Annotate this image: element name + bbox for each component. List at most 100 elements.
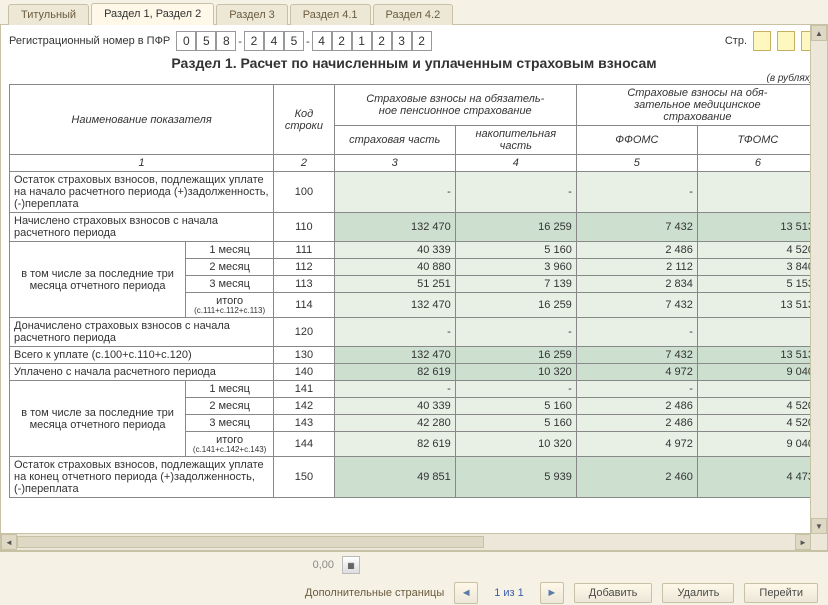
- digit-box[interactable]: 1: [352, 31, 372, 51]
- scroll-right-icon[interactable]: ►: [795, 534, 811, 550]
- value-cell[interactable]: 16 259: [455, 213, 576, 242]
- digit-box[interactable]: 5: [284, 31, 304, 51]
- value-cell[interactable]: 3 960: [455, 259, 576, 276]
- value-cell[interactable]: 2 486: [576, 415, 697, 432]
- value-cell[interactable]: 132 470: [334, 213, 455, 242]
- digit-box[interactable]: 5: [196, 31, 216, 51]
- horizontal-scrollbar[interactable]: ◄ ►: [1, 533, 811, 550]
- digit-box[interactable]: 2: [332, 31, 352, 51]
- value-cell[interactable]: 51 251: [334, 276, 455, 293]
- delete-button[interactable]: Удалить: [662, 583, 734, 603]
- header-med: Страховые взносы на обя- зательное медиц…: [576, 85, 818, 126]
- subrow-label: 3 месяц: [186, 276, 274, 293]
- value-cell[interactable]: 42 280: [334, 415, 455, 432]
- value-cell[interactable]: 13 513: [697, 347, 818, 364]
- table-row: Доначислено страховых взносов с начала р…: [10, 318, 819, 347]
- value-cell[interactable]: 5 153: [697, 276, 818, 293]
- code-cell: 144: [274, 432, 335, 457]
- subrow-label: 3 месяц: [186, 415, 274, 432]
- value-cell[interactable]: 16 259: [455, 347, 576, 364]
- scroll-down-icon[interactable]: ▼: [811, 518, 827, 534]
- value-cell[interactable]: -: [334, 172, 455, 213]
- value-cell[interactable]: -: [455, 381, 576, 398]
- scroll-up-icon[interactable]: ▲: [811, 25, 827, 41]
- tab[interactable]: Раздел 4.2: [373, 4, 454, 25]
- value-cell[interactable]: 3 840: [697, 259, 818, 276]
- value-cell[interactable]: 82 619: [334, 364, 455, 381]
- colnum: 5: [576, 155, 697, 172]
- colnum: 2: [274, 155, 335, 172]
- value-cell[interactable]: 10 320: [455, 364, 576, 381]
- value-cell[interactable]: 4 473: [697, 457, 818, 498]
- page-box[interactable]: [753, 31, 771, 51]
- scroll-thumb[interactable]: [17, 536, 484, 548]
- value-cell[interactable]: -: [576, 381, 697, 398]
- value-cell[interactable]: 5 160: [455, 242, 576, 259]
- value-cell[interactable]: 5 160: [455, 398, 576, 415]
- code-cell: 113: [274, 276, 335, 293]
- scroll-left-icon[interactable]: ◄: [1, 534, 17, 550]
- value-cell[interactable]: 132 470: [334, 293, 455, 318]
- value-cell[interactable]: 132 470: [334, 347, 455, 364]
- add-button[interactable]: Добавить: [574, 583, 653, 603]
- value-cell[interactable]: 4 972: [576, 364, 697, 381]
- tab[interactable]: Раздел 3: [216, 4, 288, 25]
- value-cell[interactable]: 4 520: [697, 242, 818, 259]
- value-cell[interactable]: -: [576, 172, 697, 213]
- code-cell: 120: [274, 318, 335, 347]
- tab[interactable]: Раздел 4.1: [290, 4, 371, 25]
- value-cell[interactable]: 2 486: [576, 398, 697, 415]
- value-cell[interactable]: 2 460: [576, 457, 697, 498]
- digit-box[interactable]: 2: [244, 31, 264, 51]
- next-page-button[interactable]: ►: [540, 582, 564, 604]
- value-cell[interactable]: 5 939: [455, 457, 576, 498]
- value-cell[interactable]: 16 259: [455, 293, 576, 318]
- value-cell[interactable]: 13 513: [697, 293, 818, 318]
- value-cell[interactable]: 7 432: [576, 213, 697, 242]
- value-cell[interactable]: -: [697, 318, 818, 347]
- group-label: в том числе за последние три месяца отче…: [10, 242, 186, 318]
- value-cell[interactable]: 2 486: [576, 242, 697, 259]
- value-cell[interactable]: 9 040: [697, 364, 818, 381]
- tab[interactable]: Титульный: [8, 4, 89, 25]
- value-cell[interactable]: -: [334, 381, 455, 398]
- code-cell: 100: [274, 172, 335, 213]
- value-cell[interactable]: -: [576, 318, 697, 347]
- vertical-scrollbar[interactable]: ▲ ▼: [810, 25, 827, 534]
- digit-box[interactable]: 2: [412, 31, 432, 51]
- value-cell[interactable]: 10 320: [455, 432, 576, 457]
- value-cell[interactable]: 7 432: [576, 347, 697, 364]
- digit-box[interactable]: 2: [372, 31, 392, 51]
- value-cell[interactable]: -: [455, 318, 576, 347]
- value-cell[interactable]: 40 339: [334, 242, 455, 259]
- go-button[interactable]: Перейти: [744, 583, 818, 603]
- digit-box[interactable]: 4: [264, 31, 284, 51]
- calculator-icon[interactable]: ▦: [342, 556, 360, 574]
- page-box[interactable]: [777, 31, 795, 51]
- value-cell[interactable]: 7 432: [576, 293, 697, 318]
- value-cell[interactable]: 4 520: [697, 415, 818, 432]
- value-cell[interactable]: 4 520: [697, 398, 818, 415]
- tab[interactable]: Раздел 1, Раздел 2: [91, 3, 214, 25]
- value-cell[interactable]: 4 972: [576, 432, 697, 457]
- digit-box[interactable]: 4: [312, 31, 332, 51]
- value-cell[interactable]: -: [334, 318, 455, 347]
- value-cell[interactable]: -: [697, 172, 818, 213]
- value-cell[interactable]: 2 834: [576, 276, 697, 293]
- value-cell[interactable]: -: [697, 381, 818, 398]
- value-cell[interactable]: 9 040: [697, 432, 818, 457]
- value-cell[interactable]: 13 513: [697, 213, 818, 242]
- value-cell[interactable]: -: [455, 172, 576, 213]
- digit-box[interactable]: 8: [216, 31, 236, 51]
- value-cell[interactable]: 40 880: [334, 259, 455, 276]
- value-cell[interactable]: 7 139: [455, 276, 576, 293]
- value-cell[interactable]: 82 619: [334, 432, 455, 457]
- value-cell[interactable]: 5 160: [455, 415, 576, 432]
- value-cell[interactable]: 40 339: [334, 398, 455, 415]
- value-cell[interactable]: 49 851: [334, 457, 455, 498]
- prev-page-button[interactable]: ◄: [454, 582, 478, 604]
- digit-box[interactable]: 3: [392, 31, 412, 51]
- digit-box[interactable]: 0: [176, 31, 196, 51]
- value-cell[interactable]: 2 112: [576, 259, 697, 276]
- registration-row: Регистрационный номер в ПФР 058-245-4212…: [9, 31, 819, 51]
